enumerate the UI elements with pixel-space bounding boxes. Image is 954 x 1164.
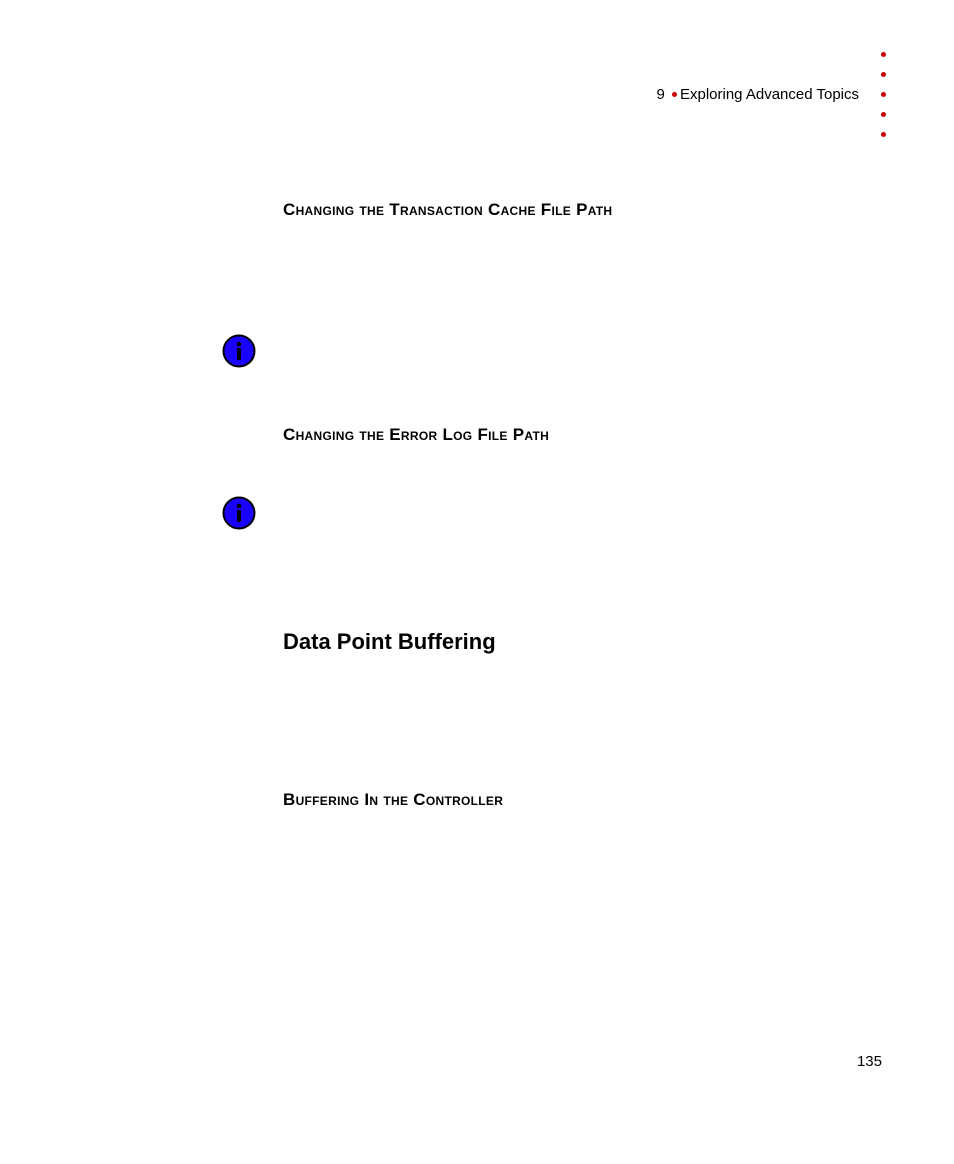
subheading-error-log: Changing the Error Log File Path [283,425,863,445]
chapter-title: Exploring Advanced Topics [680,86,859,103]
subheading-transaction-cache: Changing the Transaction Cache File Path [283,200,863,220]
page-content: Changing the Transaction Cache File Path… [283,200,863,810]
decorative-dot-column [881,52,886,137]
header-bullet-icon [672,92,677,97]
decorative-dot [881,112,886,117]
page-number: 135 [857,1053,882,1070]
chapter-number: 9 [656,86,664,103]
decorative-dot [881,72,886,77]
decorative-dot [881,92,886,97]
document-page: 9 Exploring Advanced Topics Changing the… [0,0,954,1164]
info-icon [222,496,256,530]
decorative-dot [881,132,886,137]
decorative-dot [881,52,886,57]
subheading-buffering-controller: Buffering In the Controller [283,790,863,810]
section-heading-data-point-buffering: Data Point Buffering [283,629,863,655]
info-icon [222,334,256,368]
running-header: 9 Exploring Advanced Topics [656,86,859,103]
